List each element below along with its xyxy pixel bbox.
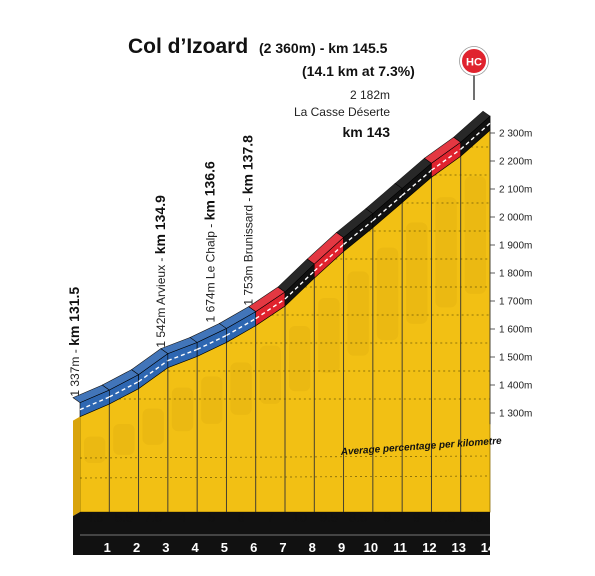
km-marker-label: 12: [422, 540, 436, 555]
segment-percent-label: 7.5: [144, 510, 162, 525]
segment-percent-label: 5: [208, 510, 215, 525]
waypoint-label: 1 753m Brunissard - km 137.8: [240, 135, 256, 306]
waypoint-name: La Casse Déserte: [294, 105, 390, 119]
altitude-tick-label: 2 000m: [499, 213, 532, 224]
waypoint-label: 1 674m Le Chalp - km 136.6: [202, 161, 218, 322]
km-marker-label: 7: [279, 540, 286, 555]
terrain-texture: [318, 298, 340, 373]
altitude-tick-label: 1 800m: [499, 269, 532, 280]
waypoint-text: 1 337m - km 131.5: [66, 287, 82, 397]
altitude-tick-label: 1 500m: [499, 353, 532, 364]
climb-title: Col d’Izoard (2 360m) - km 145.5: [128, 35, 388, 58]
terrain-texture: [376, 247, 399, 341]
km-band: [73, 512, 490, 555]
km-marker-label: 9: [338, 540, 345, 555]
road-centre-line: [196, 334, 227, 351]
terrain-texture: [464, 176, 486, 294]
segment-percent-label: 10: [292, 510, 306, 525]
altitude-tick-label: 1 400m: [499, 381, 532, 392]
waypoint-km: km 134.9: [152, 195, 168, 254]
summit-altitude: (2 360m) - km 145.5: [259, 40, 388, 56]
road-centre-line: [167, 348, 198, 362]
waypoint-text: 1 753m Brunissard - km 137.8: [240, 135, 256, 306]
km-band-separator: [80, 534, 490, 536]
segment-percent-label: 4.5: [86, 510, 104, 525]
waypoint-label: 1 337m - km 131.5: [66, 287, 82, 397]
altitude-tick-label: 1 300m: [499, 409, 532, 420]
climb-stats: (14.1 km at 7.3%): [302, 63, 415, 79]
terrain-texture: [201, 376, 223, 424]
altitude-tick-label: 2 200m: [499, 157, 532, 168]
road-layer: [72, 110, 491, 418]
hc-label: HC: [466, 57, 482, 69]
waypoint-text: 1 674m Le Chalp - km 136.6: [202, 161, 218, 322]
waypoint-text: 1 542m Arvieux - km 134.9: [152, 195, 168, 348]
terrain-texture: [230, 362, 252, 415]
waypoint-label: 1 542m Arvieux - km 134.9: [152, 195, 168, 348]
road-centre-line: [79, 396, 110, 411]
segment-percent-label: 7.5: [437, 510, 455, 525]
terrain-layer: [73, 129, 491, 516]
km-marker-label: 5: [221, 540, 228, 555]
road-centre-line: [343, 220, 374, 245]
waypoint-km: km 131.5: [66, 287, 82, 346]
waypoint-altitude: 1 337m -: [68, 346, 82, 397]
waypoint-km: km 137.8: [240, 135, 256, 194]
road-centre-line: [108, 381, 139, 398]
road-centre-line: [138, 360, 169, 383]
km-marker-label: 13: [451, 540, 465, 555]
terrain-texture: [113, 424, 135, 455]
terrain-texture: [142, 408, 164, 445]
road-centre-line: [226, 318, 257, 337]
terrain-texture: [259, 345, 281, 404]
waypoint-altitude: 1 753m Brunissard -: [242, 194, 256, 305]
altitude-tick-label: 2 100m: [499, 185, 532, 196]
segment-percent-label: 4: [179, 510, 186, 525]
terrain-texture: [289, 326, 311, 392]
road-segment-top: [453, 110, 491, 143]
waypoint-km: km 143: [343, 124, 391, 140]
face-guideline: [79, 455, 491, 459]
hc-category-badge: HC: [459, 46, 489, 100]
terrain-texture: [84, 436, 106, 464]
km-marker-label: 1: [104, 540, 111, 555]
segment-percent-label: 5.5: [115, 510, 133, 525]
waypoint-altitude: 2 182m: [350, 88, 390, 102]
face-guideline: [79, 475, 491, 479]
km-marker-label: 14: [481, 540, 496, 555]
waypoint-altitude: 1 542m Arvieux -: [154, 254, 168, 347]
km-marker-label: 8: [309, 540, 316, 555]
altitude-tick-label: 1 900m: [499, 241, 532, 252]
terrain-edge: [73, 416, 80, 516]
km-marker-label: 3: [162, 540, 169, 555]
road-centre-line: [431, 148, 462, 171]
segment-percent-label: 6: [237, 510, 244, 525]
climb-name: Col d’Izoard: [128, 35, 248, 58]
segment-percent-label: 8.5: [349, 510, 367, 525]
terrain-texture: [406, 222, 428, 324]
altitude-tick-label: 2 300m: [499, 129, 532, 140]
segment-percent-label: 7: [267, 510, 274, 525]
waypoint-altitude: 1 674m Le Chalp -: [204, 220, 218, 322]
terrain-texture: [435, 197, 457, 308]
segment-percent-label: 10: [468, 510, 482, 525]
km-marker-label: 6: [250, 540, 257, 555]
altitude-tick-label: 1 700m: [499, 297, 532, 308]
segment-percent-label: 9: [413, 510, 420, 525]
segment-percent-label: 9: [384, 510, 391, 525]
grid-layer: [79, 116, 495, 512]
km-marker-label: 4: [192, 540, 200, 555]
km-marker-label: 10: [364, 540, 378, 555]
segment-percent-label: 9.5: [320, 510, 338, 525]
road-centre-line: [255, 298, 286, 320]
terrain-texture: [171, 387, 194, 432]
altitude-tick-label: 1 600m: [499, 325, 532, 336]
km-marker-label: 11: [393, 540, 407, 555]
km-base-band: [73, 512, 490, 555]
km-marker-label: 2: [133, 540, 140, 555]
terrain-texture: [347, 271, 369, 356]
label-layer: 1 300m 1 400m 1 500m 1 600m 1 700m 1 800m 1 90…: [66, 88, 532, 555]
waypoint-km: km 136.6: [202, 161, 218, 220]
